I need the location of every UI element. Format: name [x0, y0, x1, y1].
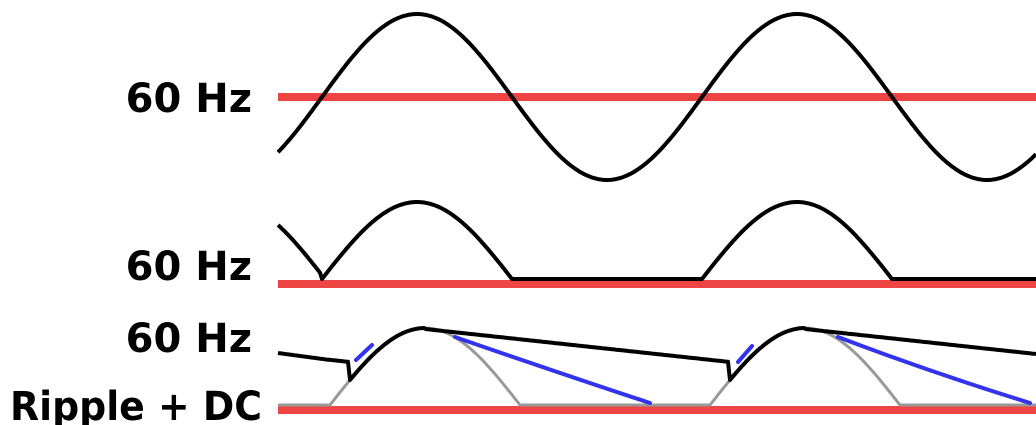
charge-curve: [354, 343, 374, 362]
ac-sine-wave: [276, 12, 1036, 182]
label-ripple-dc: Ripple + DC: [10, 384, 262, 425]
discharge-curve: [836, 335, 1032, 405]
discharge-curve: [453, 335, 652, 405]
charge-curve: [736, 344, 754, 364]
rectified-wave: [276, 200, 1036, 281]
label-rectified: 60 Hz: [126, 244, 252, 290]
label-ac-input: 60 Hz: [126, 76, 252, 122]
filtered-ripple-wave: [277, 326, 1036, 382]
label-filtered: 60 Hz: [126, 316, 252, 362]
